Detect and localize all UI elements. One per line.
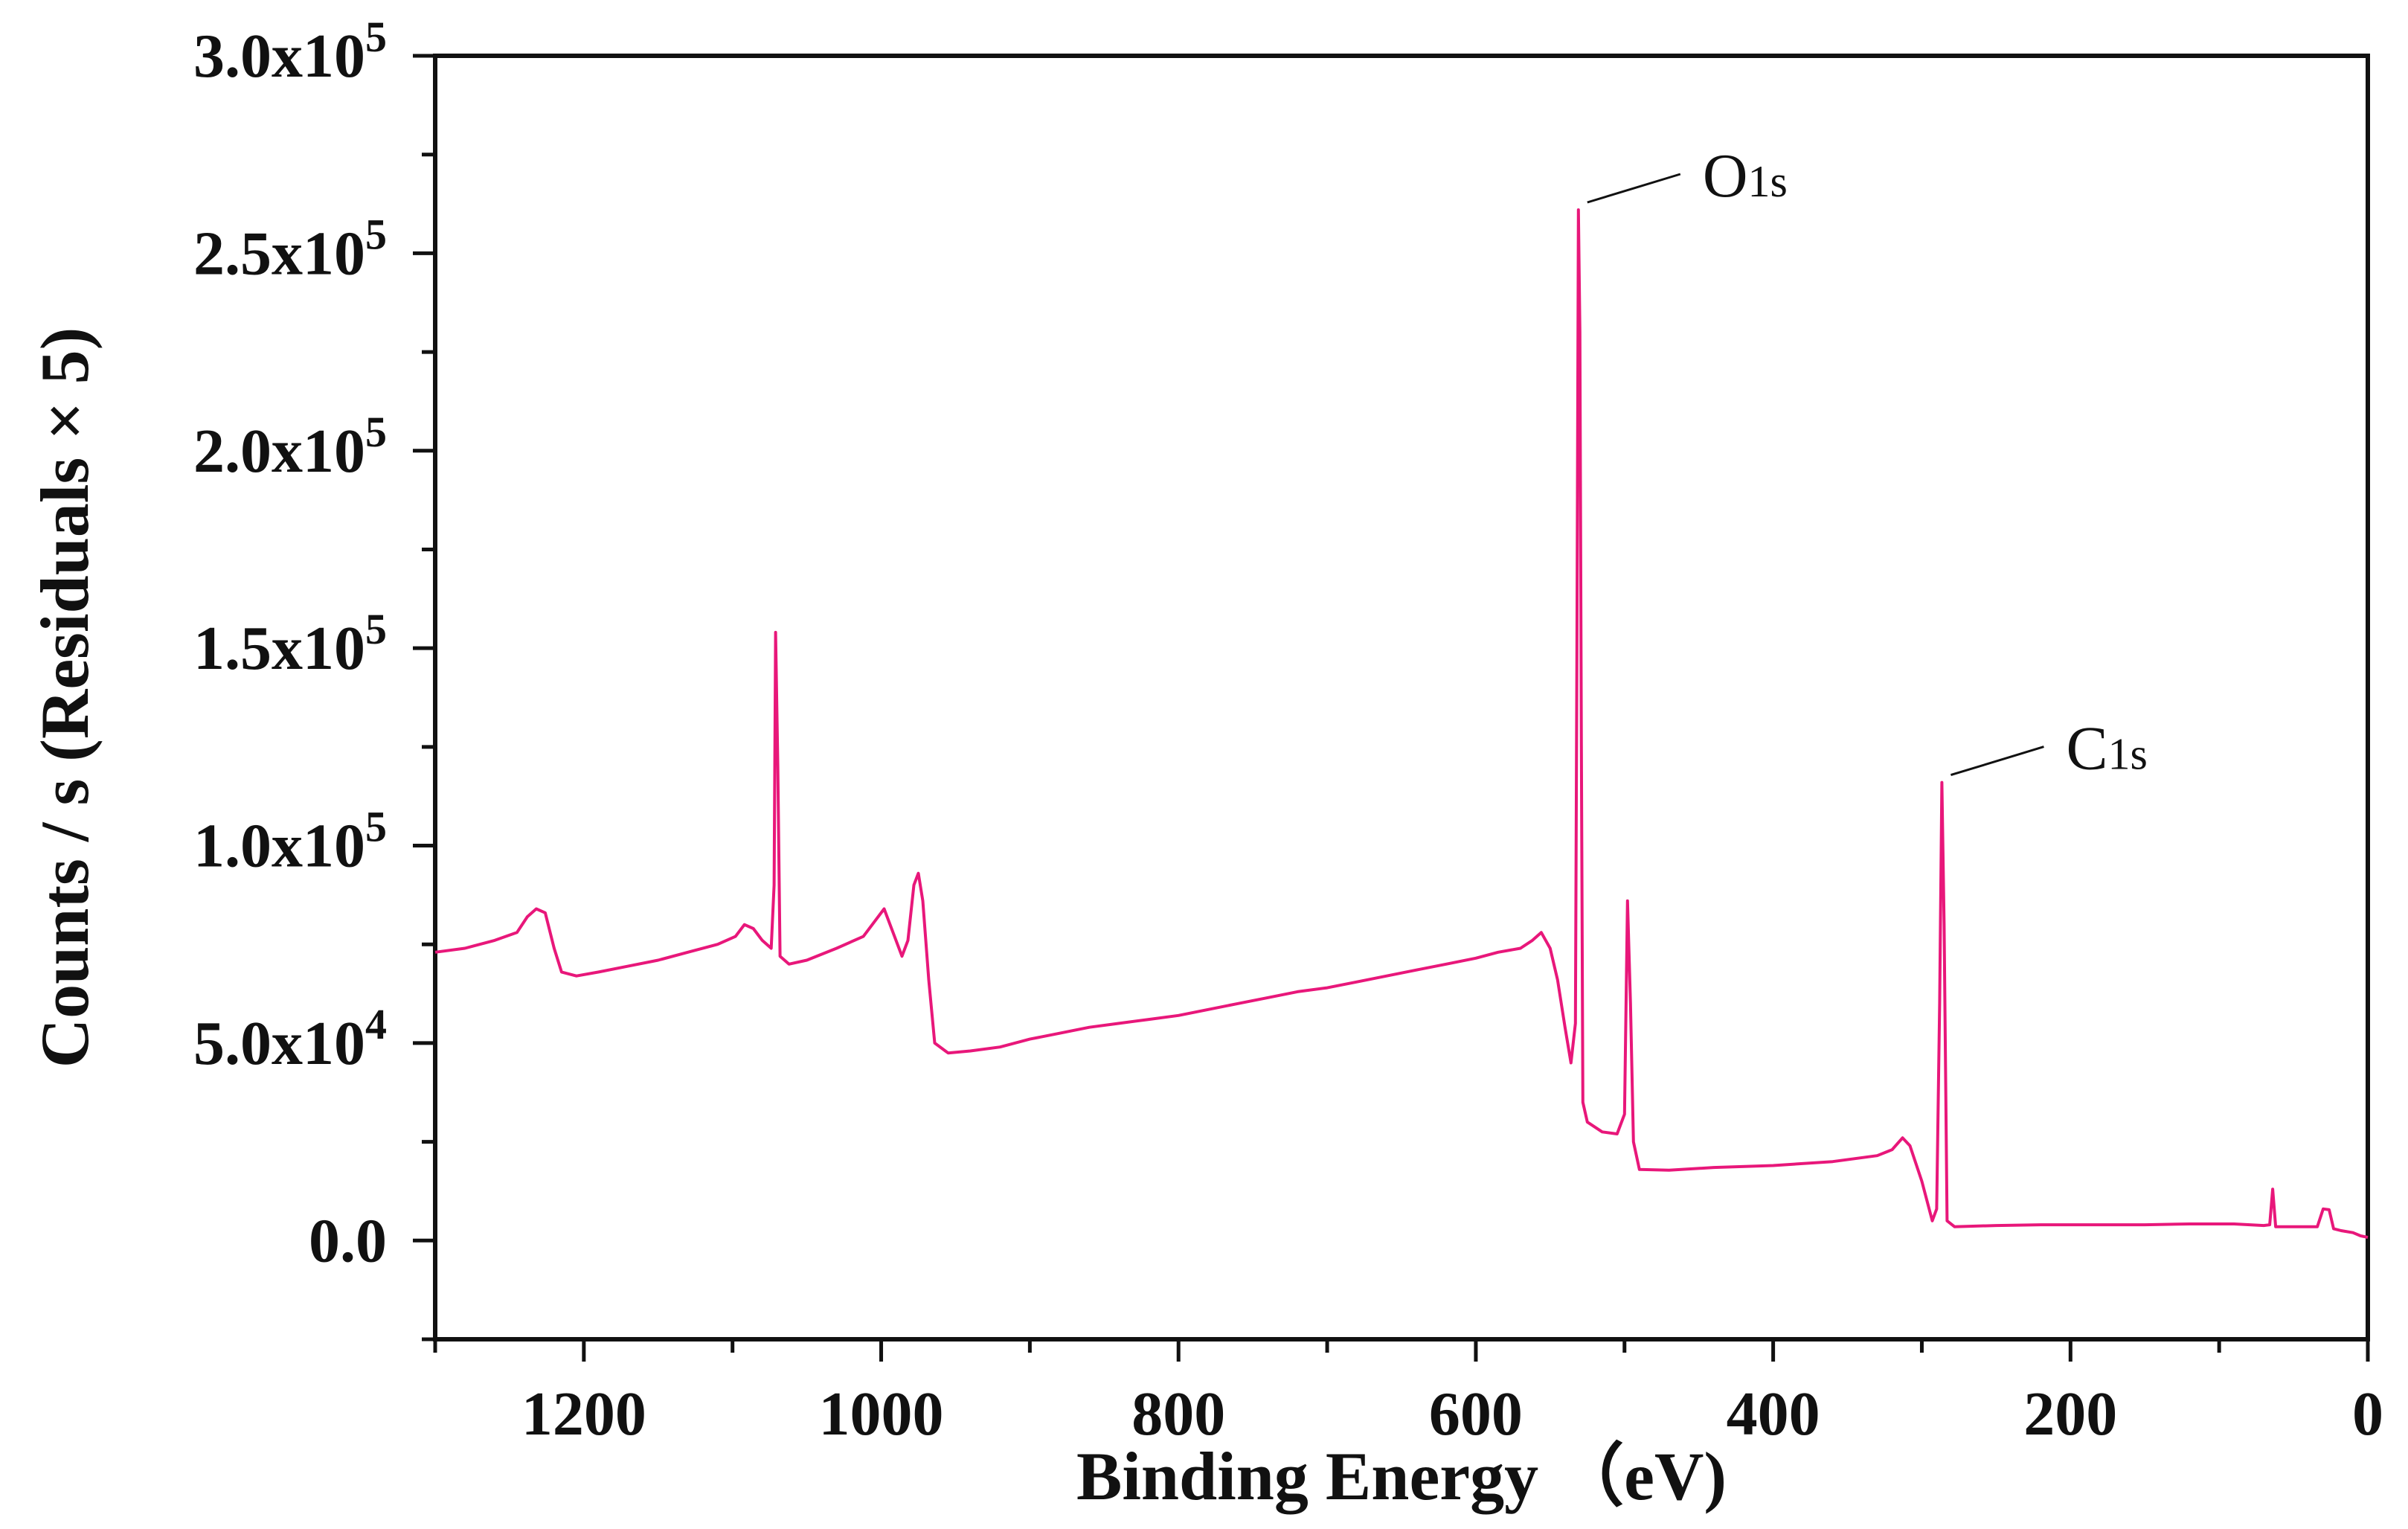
peak-label: C1s [2066, 714, 2147, 783]
y-tick-label: 0.0 [309, 1206, 387, 1275]
plot-border [433, 54, 2370, 1342]
y-tick-label: 5.0x104 [193, 1000, 387, 1078]
y-tick-label: 1.0x105 [193, 803, 387, 881]
x-tick-label: 600 [1429, 1379, 1523, 1449]
series-line-0 [434, 208, 2369, 1240]
y-axis-title: Counts / s (Residuals × 5) [27, 327, 103, 1068]
x-axis-title: Binding Energy （eV) [1076, 1438, 1727, 1514]
x-tick-label: 0 [2352, 1379, 2383, 1449]
y-tick-label: 2.5x105 [193, 210, 387, 288]
x-tick-label: 1000 [819, 1379, 944, 1449]
x-tick-label: 1200 [521, 1379, 646, 1449]
x-tick-label: 800 [1131, 1379, 1225, 1449]
y-tick-label: 1.5x105 [193, 605, 387, 683]
peak-label: O1s [1703, 141, 1788, 211]
annotation-leader [1587, 173, 1681, 204]
y-axis-ticks: 0.0 5.0x104 1.0x105 1.5x105 2.0x105 2.5x105 3.… [193, 13, 435, 1342]
x-axis-ticks: 1200 1000 800 600 400 200 0 [433, 1339, 2383, 1449]
annotation-leader [1951, 746, 2044, 777]
x-tick-label: 400 [1727, 1379, 1820, 1449]
x-tick-label: 200 [2023, 1379, 2117, 1449]
y-tick-label: 2.0x105 [193, 408, 387, 486]
peak-annotations: O1s C1s [1587, 141, 2148, 783]
series-layer [434, 208, 2369, 1240]
plot-frame [433, 54, 2370, 1342]
y-tick-label: 3.0x105 [193, 13, 387, 91]
